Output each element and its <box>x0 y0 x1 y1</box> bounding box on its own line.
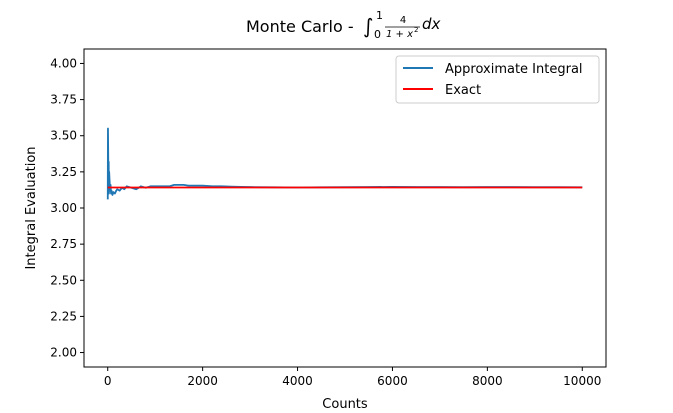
chart-title: Monte Carlo - <box>246 17 354 36</box>
fraction-denominator: 1 + x <box>386 29 413 40</box>
y-tick-label: 3.75 <box>50 93 77 107</box>
y-axis-label: Integral Evaluation <box>24 146 39 269</box>
legend-label-approximate: Approximate Integral <box>445 62 583 77</box>
x-tick-label: 10000 <box>563 374 601 388</box>
x-axis-label: Counts <box>322 397 368 412</box>
integral-differential: dx <box>422 15 441 33</box>
title-formula: ∫ 1 0 4 1 + x 2 dx <box>363 9 441 41</box>
fraction-numerator: 4 <box>400 15 406 26</box>
integral-upper-limit: 1 <box>376 9 383 22</box>
y-tick-label: 2.00 <box>50 346 77 360</box>
y-tick-label: 3.25 <box>50 165 77 179</box>
y-tick-label: 2.75 <box>50 237 77 251</box>
legend-box <box>395 55 600 104</box>
x-axis-ticks: 0 2000 4000 6000 8000 10000 <box>104 367 601 388</box>
integral-sign: ∫ <box>363 14 373 38</box>
x-tick-label: 6000 <box>377 374 408 388</box>
fraction-denominator-exponent: 2 <box>414 26 418 34</box>
y-tick-label: 3.00 <box>50 201 77 215</box>
series-line-approximate-integral <box>106 127 583 200</box>
integral-lower-limit: 0 <box>374 28 381 41</box>
x-tick-label: 2000 <box>187 374 218 388</box>
y-axis-ticks: 2.00 2.25 2.50 2.75 3.00 3.25 3.50 3.75 4.00 <box>50 56 84 360</box>
y-tick-label: 3.50 <box>50 129 77 143</box>
legend: Approximate Integral Exact <box>395 55 600 104</box>
series-layer <box>106 127 583 200</box>
legend-label-exact: Exact <box>445 83 481 98</box>
x-tick-label: 0 <box>104 374 112 388</box>
y-tick-label: 4.00 <box>50 56 77 70</box>
y-tick-label: 2.50 <box>50 273 77 287</box>
plot-frame <box>83 48 607 368</box>
chart-title-prefix: Monte Carlo - <box>246 17 354 36</box>
x-tick-label: 4000 <box>282 374 313 388</box>
x-tick-label: 8000 <box>472 374 503 388</box>
y-tick-label: 2.25 <box>50 309 77 323</box>
